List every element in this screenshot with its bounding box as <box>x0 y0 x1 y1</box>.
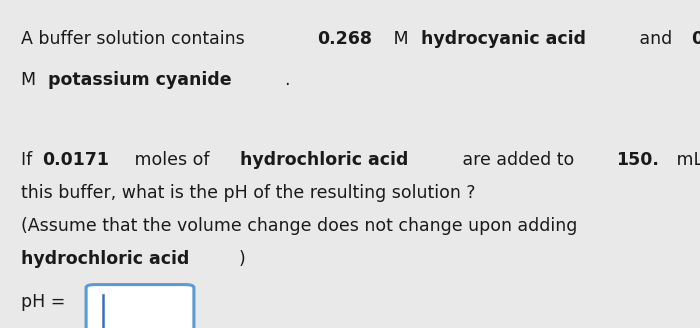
Text: 0.268: 0.268 <box>317 30 372 48</box>
Text: (Assume that the volume change does not change upon adding: (Assume that the volume change does not … <box>21 217 578 235</box>
Text: ): ) <box>238 250 245 268</box>
Text: hydrochloric acid: hydrochloric acid <box>21 250 190 268</box>
Text: M: M <box>388 30 414 48</box>
Text: 0.0171: 0.0171 <box>43 152 110 169</box>
Text: hydrocyanic acid: hydrocyanic acid <box>421 30 587 48</box>
Text: this buffer, what is the pH of the resulting solution ?: this buffer, what is the pH of the resul… <box>21 184 475 202</box>
Text: hydrochloric acid: hydrochloric acid <box>240 152 408 169</box>
Text: and: and <box>634 30 678 48</box>
FancyBboxPatch shape <box>86 285 194 328</box>
Text: .: . <box>284 71 290 89</box>
Text: pH =: pH = <box>21 293 65 311</box>
Text: If: If <box>21 152 38 169</box>
Text: mL of: mL of <box>671 152 700 169</box>
Text: A buffer solution contains: A buffer solution contains <box>21 30 251 48</box>
Text: 0.363: 0.363 <box>691 30 700 48</box>
Text: moles of: moles of <box>129 152 215 169</box>
Text: potassium cyanide: potassium cyanide <box>48 71 231 89</box>
Text: 150.: 150. <box>616 152 659 169</box>
Text: M: M <box>21 71 41 89</box>
Text: are added to: are added to <box>457 152 580 169</box>
